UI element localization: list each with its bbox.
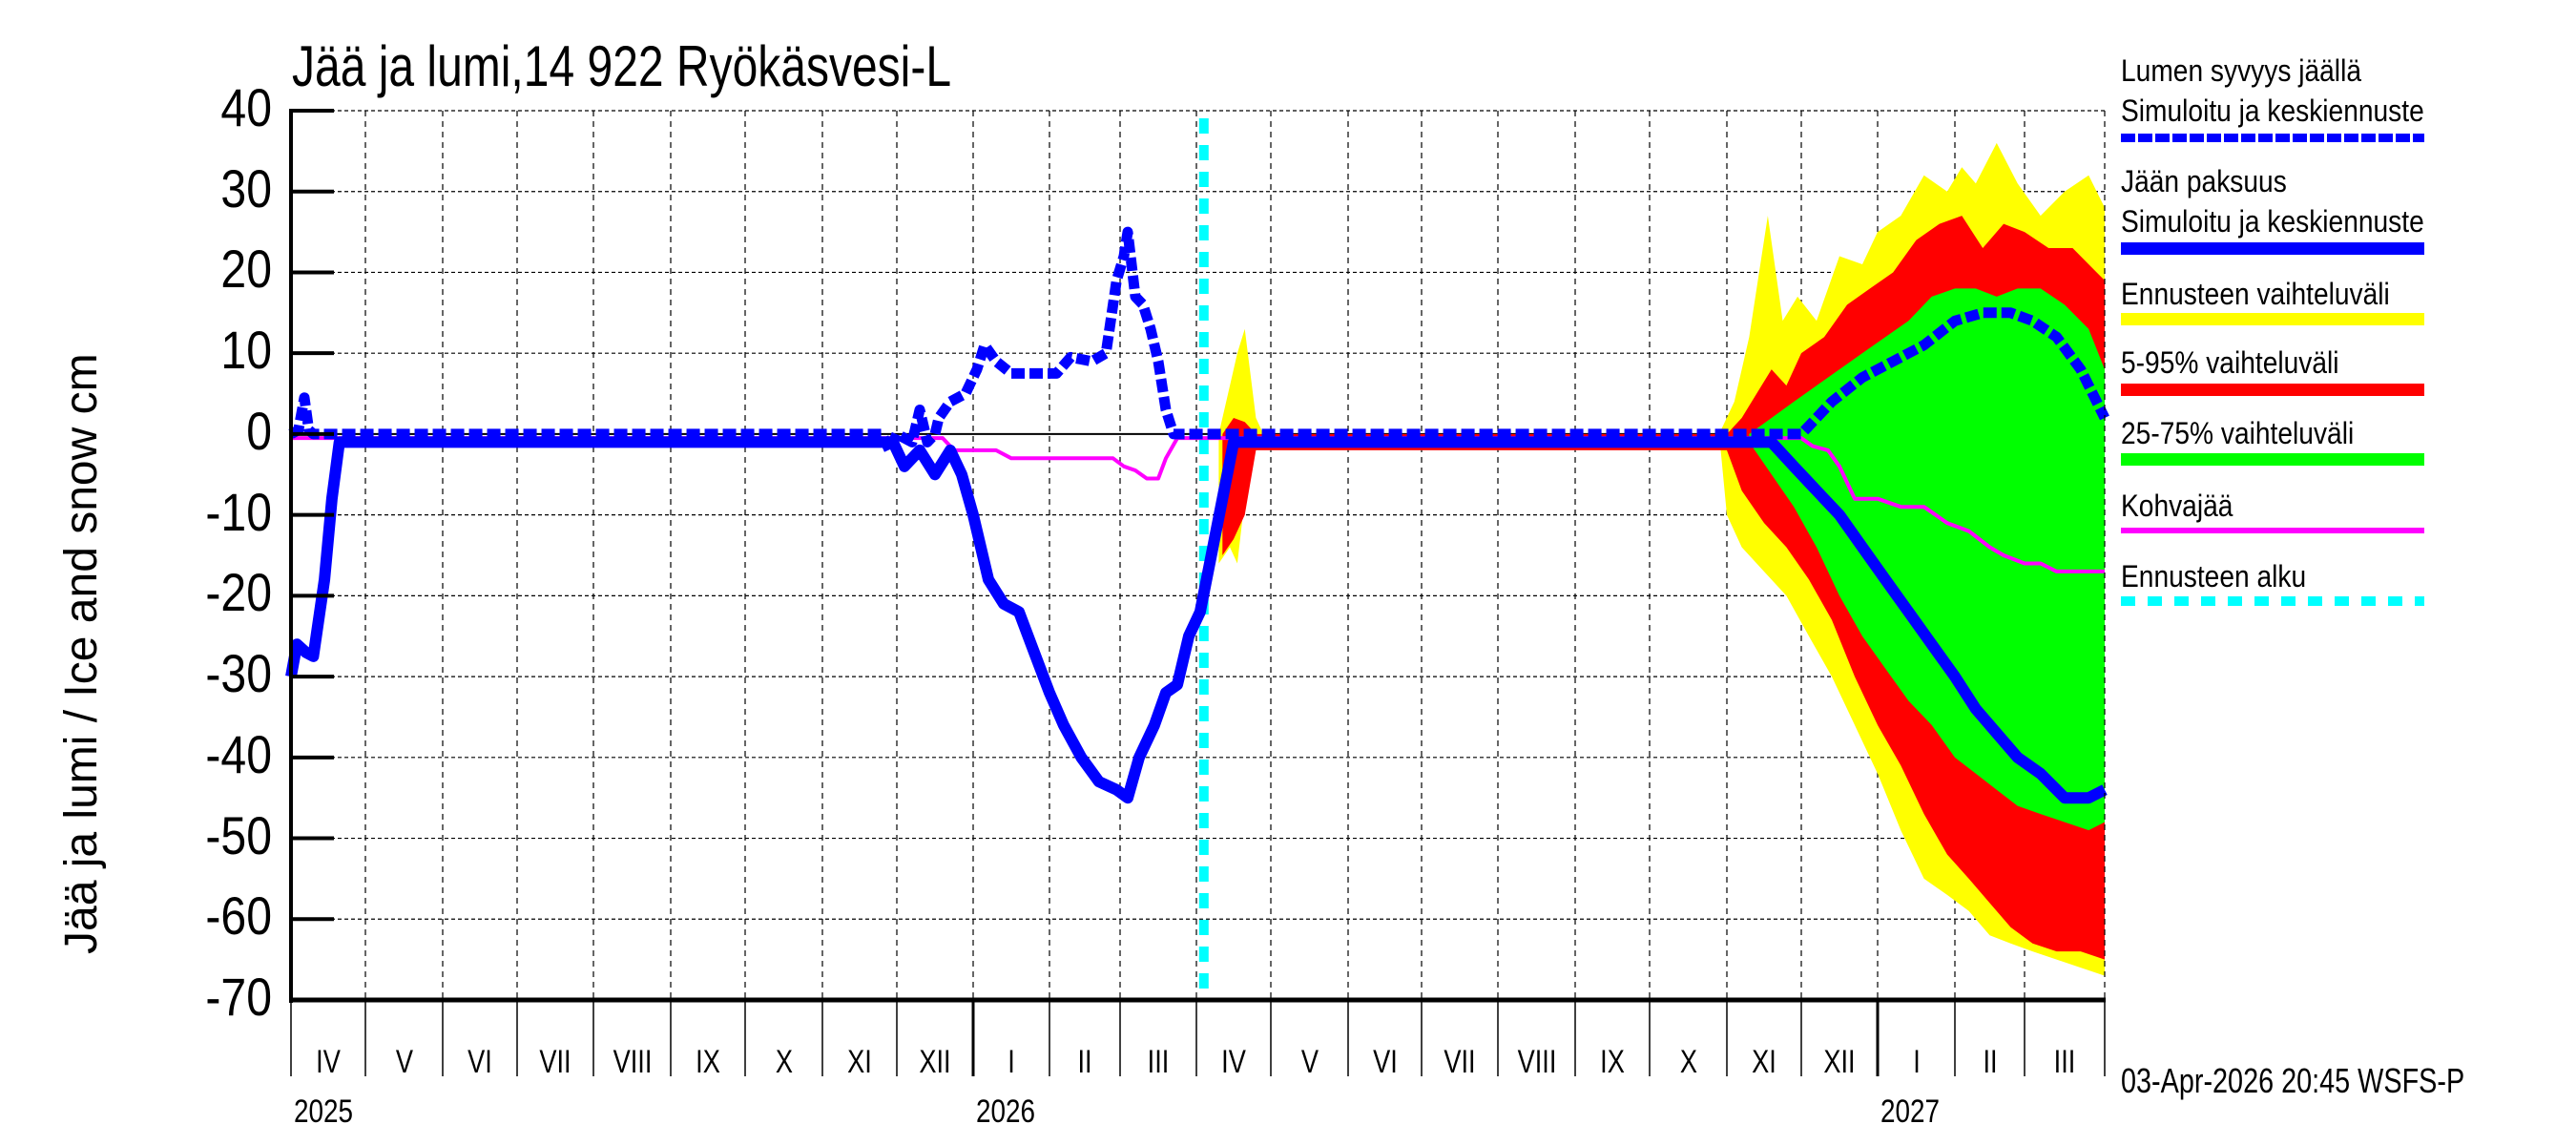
forecast-bands <box>1218 142 2105 976</box>
y-tick-label: -40 <box>205 723 272 784</box>
month-label: XI <box>1752 1044 1776 1080</box>
month-label: X <box>1679 1044 1697 1080</box>
month-label: V <box>1300 1044 1319 1080</box>
legend-ice-label: Jään paksuus <box>2121 164 2287 198</box>
band-00ff00 <box>1749 288 2105 831</box>
y-tick-label: 20 <box>220 239 272 300</box>
month-label: III <box>2053 1044 2076 1080</box>
y-tick-label: 10 <box>220 320 272 381</box>
legend-ice-sublabel: Simuloitu ja keskiennuste <box>2121 204 2424 239</box>
year-label: 2027 <box>1880 1093 1941 1130</box>
legend-25-75-label: 25-75% vaihteluväli <box>2121 416 2355 450</box>
y-tick-label: -70 <box>205 967 272 1027</box>
legend-forecast-range-swatch <box>2121 313 2424 325</box>
legend-5-95-swatch <box>2121 384 2424 396</box>
month-label: IX <box>696 1044 720 1080</box>
y-tick-label: 40 <box>220 77 272 137</box>
month-label: VI <box>467 1044 492 1080</box>
month-label: XII <box>1823 1044 1856 1080</box>
month-label: IV <box>1221 1044 1246 1080</box>
month-label: I <box>1912 1044 1921 1080</box>
legend-forecast-start-swatch <box>2121 596 2424 606</box>
series-snow <box>288 226 2109 456</box>
month-label: III <box>1147 1044 1170 1080</box>
series-slush <box>291 436 2105 573</box>
y-tick-label: -10 <box>205 481 272 542</box>
legend-forecast-range-label: Ennusteen vaihteluväli <box>2121 277 2390 311</box>
month-label: VIII <box>1517 1044 1556 1080</box>
legend-snow-swatch <box>2121 134 2424 142</box>
month-label: VII <box>539 1044 571 1080</box>
y-tick-label: -20 <box>205 562 272 623</box>
month-label: XI <box>847 1044 872 1080</box>
year-label: 2025 <box>294 1093 354 1130</box>
month-label: II <box>1077 1044 1092 1080</box>
legend-ice-swatch <box>2121 242 2424 255</box>
timestamp: 03-Apr-2026 20:45 WSFS-P <box>2121 1061 2465 1100</box>
month-label: VI <box>1372 1044 1398 1080</box>
month-label: VIII <box>613 1044 652 1080</box>
month-label: IX <box>1600 1044 1625 1080</box>
year-label: 2026 <box>976 1093 1036 1130</box>
y-tick-label: -60 <box>205 885 272 947</box>
legend-25-75-swatch <box>2121 453 2424 466</box>
y-tick-label: -30 <box>205 643 272 704</box>
y-tick-label: 30 <box>220 157 272 219</box>
legend-5-95-label: 5-95% vaihteluväli <box>2121 345 2339 380</box>
legend-snow-label: Lumen syvyys jäällä <box>2121 53 2361 88</box>
y-tick-label: -50 <box>205 804 272 865</box>
month-label: I <box>1008 1044 1015 1080</box>
series-ice <box>285 436 2108 804</box>
chart-title: Jää ja lumi,14 922 Ryökäsvesi-L <box>292 34 952 98</box>
y-tick-label: 0 <box>246 400 272 461</box>
month-label: IV <box>316 1044 341 1080</box>
month-label: XII <box>919 1044 951 1080</box>
month-label: VII <box>1444 1044 1476 1080</box>
data-lines <box>285 118 2109 1000</box>
legend-forecast-start-label: Ennusteen alku <box>2121 559 2307 593</box>
legend-slush-swatch <box>2121 528 2424 533</box>
month-label: V <box>395 1044 413 1080</box>
axes <box>289 109 2106 1076</box>
month-label: II <box>1982 1044 1998 1080</box>
month-label: X <box>775 1044 793 1080</box>
legend-slush-label: Kohvajää <box>2121 489 2233 523</box>
y-axis-label: Jää ja lumi / Ice and snow cm <box>56 353 107 954</box>
legend-snow-sublabel: Simuloitu ja keskiennuste <box>2121 94 2424 128</box>
